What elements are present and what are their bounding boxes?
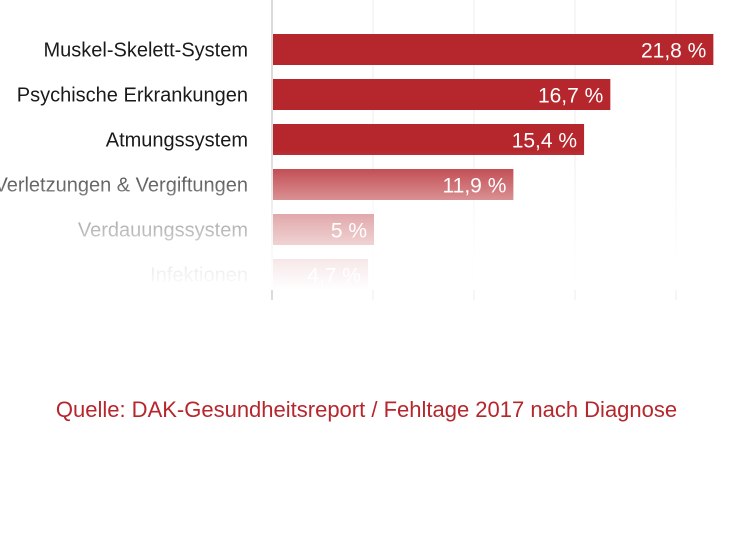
bar-chart: Muskel-Skelett-System 21,8 % Psychische Er… — [0, 0, 714, 300]
value-label: 16,7 % — [538, 85, 603, 108]
category-label: Muskel-Skelett-System — [44, 40, 249, 62]
bar — [273, 34, 714, 65]
value-label: 5 % — [331, 220, 367, 243]
chart-area: Muskel-Skelett-System 21,8 % Psychische Er… — [0, 0, 733, 300]
category-label: Verletzungen & Vergiftungen — [0, 175, 248, 197]
value-label: 11,9 % — [443, 175, 507, 198]
category-label: Psychische Erkrankungen — [17, 85, 248, 107]
bar — [273, 79, 611, 110]
category-label: Verdauungssystem — [78, 220, 248, 242]
bar — [273, 124, 585, 155]
value-label: 15,4 % — [512, 130, 577, 153]
value-label: 4,7 % — [307, 265, 361, 288]
category-label: Infektionen — [150, 265, 248, 287]
category-label: Atmungssystem — [106, 130, 248, 152]
source-note: Quelle: DAK-Gesundheitsreport / Fehltage… — [55, 397, 678, 422]
value-label: 21,8 % — [641, 40, 706, 63]
